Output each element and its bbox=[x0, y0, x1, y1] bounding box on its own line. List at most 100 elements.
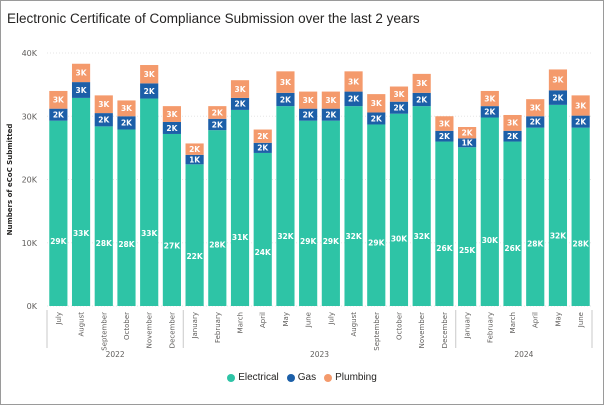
data-label: 29K bbox=[300, 237, 317, 246]
data-label: 1K bbox=[462, 139, 474, 148]
bar-segment-gas bbox=[571, 115, 590, 128]
data-label: 22K bbox=[186, 252, 203, 261]
data-label: 32K bbox=[550, 231, 567, 240]
bar-segment-electrical bbox=[435, 141, 454, 306]
bar-segment-plumbing bbox=[503, 114, 522, 131]
bar-segment-electrical bbox=[571, 127, 590, 306]
bar-segment-electrical bbox=[208, 130, 227, 306]
x-tick-label: June bbox=[305, 312, 313, 328]
year-label: 2022 bbox=[106, 350, 125, 359]
x-tick-label: November bbox=[146, 312, 154, 349]
bar-segment-electrical bbox=[276, 106, 295, 306]
bar-segment-plumbing bbox=[321, 91, 340, 109]
bar-segment-plumbing bbox=[276, 71, 295, 93]
bar-segment-plumbing bbox=[526, 99, 545, 117]
x-tick-label: July bbox=[327, 312, 335, 326]
data-label: 3K bbox=[76, 69, 88, 78]
bar-segment-electrical bbox=[117, 129, 136, 306]
bar-segment-plumbing bbox=[548, 69, 568, 91]
bar-segment-gas bbox=[480, 106, 499, 118]
data-label: 30K bbox=[391, 235, 408, 244]
data-label: 2K bbox=[462, 128, 474, 137]
data-label: 31K bbox=[232, 233, 249, 242]
bar-segment-electrical bbox=[526, 127, 545, 306]
data-label: 26K bbox=[504, 244, 521, 253]
data-label: 28K bbox=[96, 239, 113, 248]
bar-segment-electrical bbox=[412, 106, 431, 306]
x-tick-label: September bbox=[373, 312, 381, 351]
bar-segment-electrical bbox=[140, 98, 159, 306]
data-label: 3K bbox=[98, 100, 110, 109]
data-label: 32K bbox=[277, 232, 294, 241]
data-label: 2K bbox=[575, 117, 587, 126]
legend-item-gas[interactable]: Gas bbox=[286, 372, 316, 383]
legend-item-plumbing[interactable]: Plumbing bbox=[324, 372, 377, 383]
data-label: 24K bbox=[255, 248, 272, 257]
data-label: 26K bbox=[436, 244, 453, 253]
data-label: 2K bbox=[212, 108, 224, 117]
x-tick-label: April bbox=[259, 312, 267, 328]
data-label: 2K bbox=[303, 110, 315, 119]
data-label: 30K bbox=[482, 236, 499, 245]
y-axis-label: Numbers of eCoC Submitted bbox=[6, 124, 14, 236]
x-tick-label: May bbox=[282, 312, 290, 326]
bar-segment-gas bbox=[162, 121, 181, 134]
legend-item-electrical[interactable]: Electrical bbox=[227, 372, 279, 383]
data-label: 27K bbox=[164, 242, 181, 251]
data-label: 3K bbox=[371, 99, 383, 108]
bar-segment-plumbing bbox=[49, 90, 68, 109]
x-tick-label: April bbox=[532, 312, 540, 328]
data-label: 28K bbox=[527, 239, 544, 248]
bar-segment-gas bbox=[344, 91, 363, 107]
data-label: 33K bbox=[141, 229, 158, 238]
data-label: 3K bbox=[393, 90, 405, 99]
bar-segment-electrical bbox=[548, 104, 568, 307]
y-tick-label: 0K bbox=[27, 302, 38, 311]
bar-segment-plumbing bbox=[412, 73, 431, 93]
gridlines bbox=[47, 52, 592, 307]
data-label: 3K bbox=[484, 94, 496, 103]
x-tick-label: June bbox=[577, 312, 585, 328]
bar-segment-electrical bbox=[389, 113, 409, 306]
x-tick-label: September bbox=[100, 312, 108, 351]
bar-segment-plumbing bbox=[208, 106, 227, 119]
x-tick-label: February bbox=[214, 312, 222, 343]
bar-segment-electrical bbox=[344, 106, 363, 306]
legend-marker bbox=[286, 373, 295, 382]
data-label: 2K bbox=[189, 145, 201, 154]
bar-segment-gas bbox=[71, 82, 91, 98]
bar-segment-plumbing bbox=[344, 71, 363, 92]
bar-segment-plumbing bbox=[367, 94, 386, 113]
x-tick-label: August bbox=[350, 312, 358, 337]
y-tick-label: 10K bbox=[22, 239, 38, 248]
x-tick-label: October bbox=[123, 312, 131, 340]
data-label: 2K bbox=[530, 118, 542, 127]
data-label: 3K bbox=[303, 96, 315, 105]
data-label: 28K bbox=[209, 240, 226, 249]
bars bbox=[49, 63, 590, 307]
bar-segment-gas bbox=[94, 113, 113, 127]
legend: Electrical Gas Plumbing bbox=[0, 372, 604, 385]
data-label: 2K bbox=[121, 119, 133, 128]
bar-segment-gas bbox=[299, 108, 318, 121]
bar-segment-electrical bbox=[71, 97, 91, 306]
bar-segment-gas bbox=[185, 154, 204, 165]
bar-segment-gas bbox=[276, 92, 295, 107]
legend-marker bbox=[324, 373, 333, 382]
bar-segment-gas bbox=[117, 116, 136, 130]
data-label: 32K bbox=[345, 232, 362, 241]
bar-segment-gas bbox=[321, 108, 340, 121]
x-tick-label: December bbox=[168, 312, 176, 348]
bar-segment-plumbing bbox=[571, 95, 590, 116]
data-labels: 29K 2K 3K 33K 3K 3K 28K 2K 3K 28K 2K 3K 33K 2K 3K 27K 2K… bbox=[50, 69, 590, 261]
y-axis-ticks: 0K 10K 20K 30K 40K bbox=[22, 49, 38, 311]
x-tick-label: November bbox=[418, 312, 426, 349]
data-label: 1K bbox=[189, 155, 201, 164]
data-label: 2K bbox=[393, 104, 405, 113]
data-label: 3K bbox=[507, 119, 519, 128]
bar-segment-gas bbox=[435, 130, 454, 142]
data-label: 2K bbox=[484, 108, 496, 117]
bar-segment-plumbing bbox=[435, 116, 454, 131]
bar-segment-gas bbox=[208, 118, 227, 131]
